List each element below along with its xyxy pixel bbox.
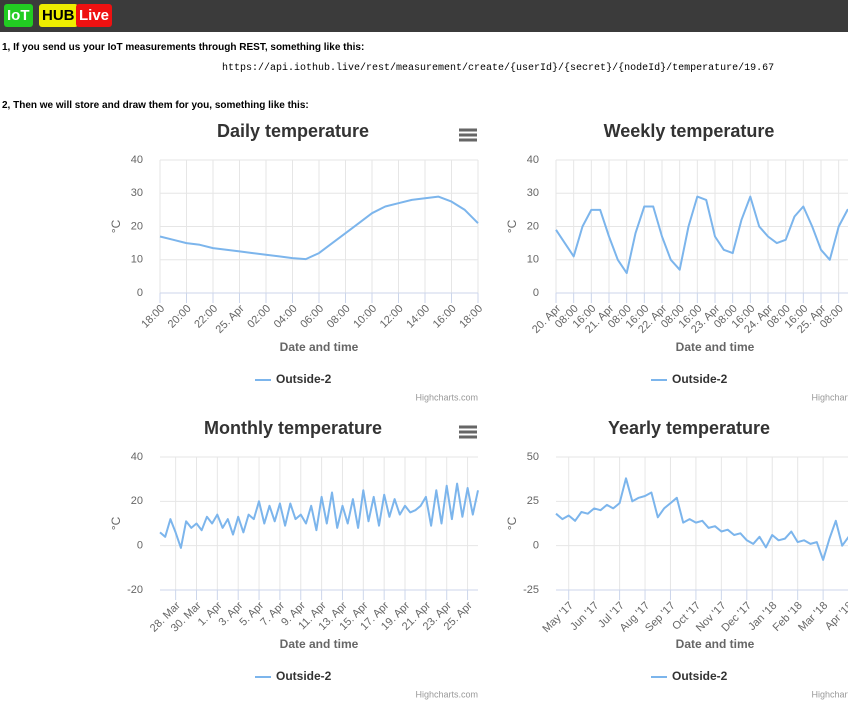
y-tick-label: 0 [137,540,143,552]
menu-icon-bar[interactable] [459,430,477,434]
chart-title: Monthly temperature [204,418,382,438]
y-axis-title: °C [505,516,519,530]
x-tick-label: 08:00 [325,303,353,331]
x-tick-label: May '17 [540,600,575,635]
x-tick-label: 02:00 [245,303,273,331]
y-tick-label: 50 [527,451,539,463]
y-axis-title: °C [505,219,519,233]
x-tick-label: 18:00 [457,303,485,331]
y-tick-label: 0 [533,540,539,552]
y-tick-label: 20 [131,220,143,232]
x-tick-label: 06:00 [298,303,326,331]
menu-icon-bar[interactable] [459,435,477,439]
x-tick-label: 16:00 [431,303,459,331]
menu-icon-bar[interactable] [459,128,477,132]
y-tick-label: -25 [523,584,539,596]
legend-label[interactable]: Outside-2 [672,669,728,683]
logo-part[interactable]: IoT [4,4,33,27]
credits[interactable]: Highcharts.com [415,689,478,699]
menu-icon-bar[interactable] [459,138,477,142]
logo-part[interactable]: HUB [39,4,78,27]
y-tick-label: 10 [131,254,143,266]
credits[interactable]: Highcharts.com [811,689,848,699]
series-line [555,195,848,275]
legend-label[interactable]: Outside-2 [276,372,332,386]
step-text: 1, If you send us your IoT measurements … [2,42,365,53]
x-tick-label: 18:00 [139,303,167,331]
x-axis-title: Date and time [280,637,359,651]
logo-part[interactable]: Live [76,4,113,27]
y-tick-label: 30 [131,187,143,199]
x-tick-label: 10:00 [351,303,379,331]
x-tick-label: 14:00 [404,303,432,331]
y-tick-label: 10 [527,254,539,266]
x-axis-title: Date and time [676,340,755,354]
y-tick-label: 40 [527,154,539,166]
chart-title: Yearly temperature [608,418,770,438]
menu-icon-bar[interactable] [459,133,477,137]
credits[interactable]: Highcharts.com [811,392,848,402]
x-tick-label: 04:00 [272,303,300,331]
y-tick-label: 30 [527,187,539,199]
y-tick-label: 20 [131,495,143,507]
credits[interactable]: Highcharts.com [415,392,478,402]
y-tick-label: 25 [527,495,539,507]
y-tick-label: 20 [527,220,539,232]
x-tick-label: 12:00 [378,303,406,331]
chart-title: Daily temperature [217,121,369,141]
legend-label[interactable]: Outside-2 [672,372,728,386]
y-tick-label: 0 [533,287,539,299]
top-bar: IoT HUB Live [0,0,848,32]
series-line [159,482,479,549]
y-axis-title: °C [109,219,123,233]
x-tick-label: 25. Apr [214,302,247,335]
code-url: https://api.iothub.live/rest/measurement… [222,63,775,74]
chart-title: Weekly temperature [604,121,775,141]
y-axis-title: °C [109,516,123,530]
y-tick-label: 40 [131,154,143,166]
y-tick-label: -20 [127,584,143,596]
menu-icon-bar[interactable] [459,425,477,429]
series-line [555,477,848,561]
step-text: 2, Then we will store and draw them for … [2,100,309,111]
legend-label[interactable]: Outside-2 [276,669,332,683]
series-line [159,195,479,261]
x-tick-label: Jun '17 [568,600,601,633]
chart: Daily temperature01020304018:0020:0022:0… [109,121,485,403]
x-axis-title: Date and time [280,340,359,354]
y-tick-label: 0 [137,287,143,299]
x-tick-label: 20:00 [166,303,194,331]
y-tick-label: 40 [131,451,143,463]
x-axis-title: Date and time [676,637,755,651]
